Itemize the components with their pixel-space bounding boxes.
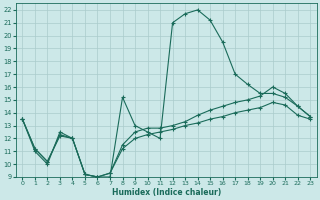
X-axis label: Humidex (Indice chaleur): Humidex (Indice chaleur) <box>112 188 221 197</box>
